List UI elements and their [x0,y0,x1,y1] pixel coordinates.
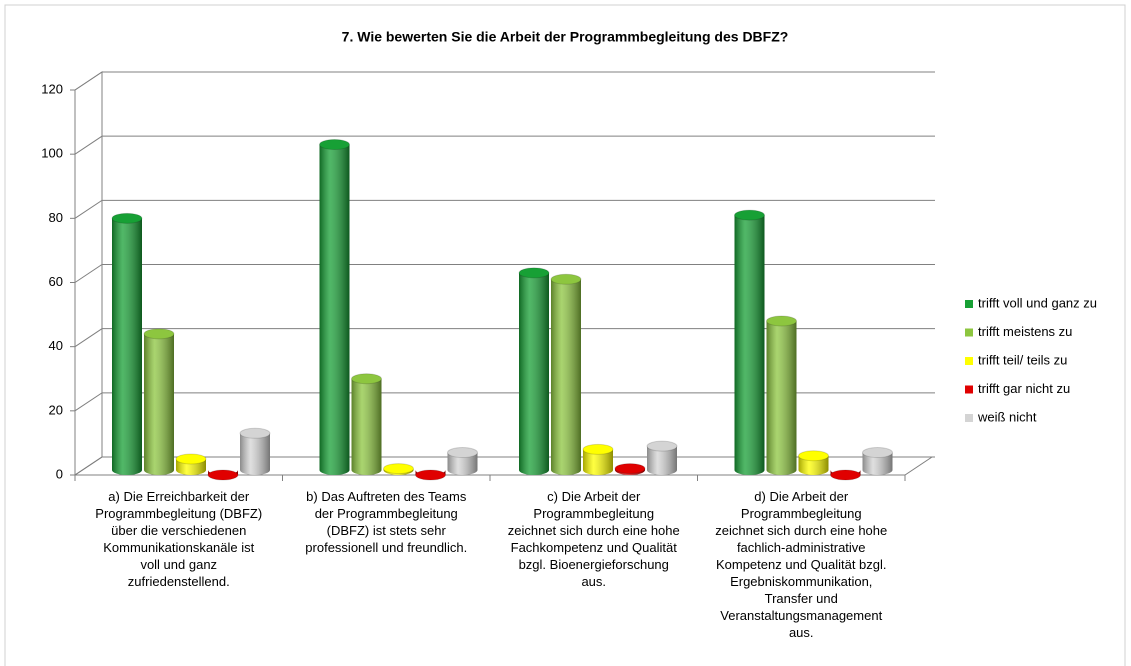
bar [646,440,678,475]
y-tick-label: 20 [49,402,63,417]
x-tick-label: a) Die Erreichbarkeit der Programmbeglei… [95,489,263,589]
bar [207,469,239,481]
x-tick-label: d) Die Arbeit der Programmbegleitung zei… [715,489,888,640]
grid-line [74,328,935,348]
chart-border [4,4,1126,666]
y-tick-label: 0 [56,466,63,481]
bar [830,469,861,481]
legend-swatch [965,357,973,365]
grid-line [74,71,935,91]
legend-swatch [965,300,973,308]
bar [550,273,582,475]
legend-label: trifft voll und ganz zu [978,295,1097,310]
bar [175,453,207,475]
bar [734,209,765,475]
x-tick-label: c) Die Arbeit der Programmbegleitung zei… [507,489,680,589]
y-tick-label: 40 [49,338,63,353]
legend-swatch [965,414,973,422]
bar [798,450,829,475]
legend-label: weiß nicht [977,409,1037,424]
bar [143,328,175,475]
x-tick-label: b) Das Auftreten des Teams der Programmb… [305,489,468,555]
grid-line [74,392,935,412]
bar [239,427,271,475]
bar [415,469,446,481]
bar [447,447,478,475]
legend-swatch [965,328,973,337]
y-tick-label: 120 [41,81,63,96]
bar [862,447,893,475]
grid-line [74,264,935,283]
bar [383,463,414,475]
grid-line [74,199,935,219]
legend-label: trifft meistens zu [978,324,1072,339]
bar [766,315,797,475]
y-tick-label: 80 [49,210,63,225]
grid-line [74,135,935,155]
y-tick-label: 100 [41,146,63,161]
bar [111,212,143,476]
chart-title: 7. Wie bewerten Sie die Arbeit der Progr… [342,29,789,45]
legend-swatch [965,385,973,394]
bar [351,373,382,475]
bar [614,463,646,475]
bar [518,267,550,475]
legend-label: trifft gar nicht zu [978,381,1070,396]
y-tick-label: 60 [49,274,63,289]
legend-label: trifft teil/ teils zu [978,352,1067,367]
bar [582,443,614,475]
bar [319,139,350,475]
